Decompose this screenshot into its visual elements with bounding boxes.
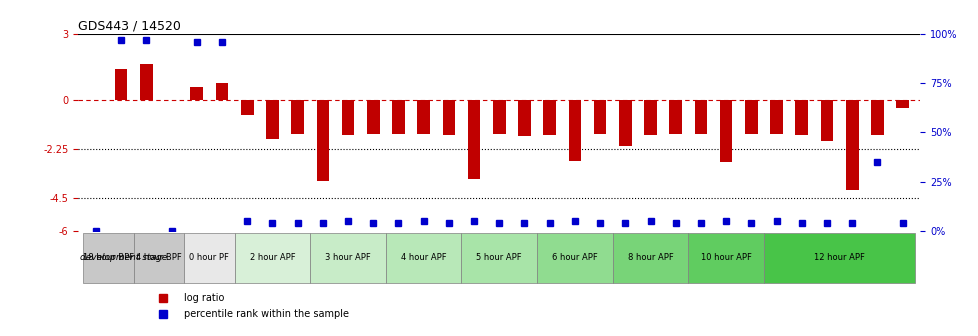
Text: 2 hour APF: 2 hour APF bbox=[249, 253, 295, 262]
Bar bbox=[266, 99, 279, 139]
Text: 5 hour APF: 5 hour APF bbox=[476, 253, 521, 262]
Bar bbox=[392, 99, 404, 134]
FancyBboxPatch shape bbox=[235, 233, 310, 283]
Bar bbox=[191, 87, 202, 99]
Bar bbox=[241, 99, 253, 115]
FancyBboxPatch shape bbox=[461, 233, 537, 283]
Bar bbox=[417, 99, 429, 134]
FancyBboxPatch shape bbox=[612, 233, 688, 283]
Bar bbox=[341, 99, 354, 135]
Bar bbox=[291, 99, 303, 134]
Bar bbox=[442, 99, 455, 135]
Bar bbox=[694, 99, 706, 134]
Text: 12 hour APF: 12 hour APF bbox=[814, 253, 865, 262]
Text: 0 hour PF: 0 hour PF bbox=[190, 253, 229, 262]
Bar bbox=[543, 99, 556, 135]
Bar bbox=[896, 99, 908, 108]
Bar bbox=[618, 99, 631, 145]
Bar bbox=[845, 99, 858, 190]
Bar bbox=[140, 65, 153, 99]
Text: 6 hour APF: 6 hour APF bbox=[552, 253, 598, 262]
Bar bbox=[114, 69, 127, 99]
Text: log ratio: log ratio bbox=[183, 293, 224, 303]
Bar bbox=[669, 99, 682, 134]
Text: 4 hour APF: 4 hour APF bbox=[400, 253, 446, 262]
Bar bbox=[517, 99, 530, 136]
FancyBboxPatch shape bbox=[310, 233, 385, 283]
FancyBboxPatch shape bbox=[688, 233, 763, 283]
Bar bbox=[795, 99, 807, 135]
Text: GDS443 / 14520: GDS443 / 14520 bbox=[78, 19, 181, 33]
Bar bbox=[568, 99, 581, 161]
Bar bbox=[870, 99, 883, 135]
Bar bbox=[367, 99, 379, 134]
FancyBboxPatch shape bbox=[134, 233, 184, 283]
FancyBboxPatch shape bbox=[763, 233, 914, 283]
Text: 18 hour BPF: 18 hour BPF bbox=[83, 253, 134, 262]
FancyBboxPatch shape bbox=[385, 233, 461, 283]
Text: 10 hour APF: 10 hour APF bbox=[700, 253, 751, 262]
Bar bbox=[594, 99, 605, 134]
Bar bbox=[820, 99, 832, 141]
Text: percentile rank within the sample: percentile rank within the sample bbox=[183, 309, 348, 319]
Text: 3 hour APF: 3 hour APF bbox=[325, 253, 371, 262]
FancyBboxPatch shape bbox=[537, 233, 612, 283]
Text: 4 hour BPF: 4 hour BPF bbox=[136, 253, 182, 262]
Bar bbox=[644, 99, 656, 135]
Bar bbox=[467, 99, 480, 179]
Bar bbox=[744, 99, 757, 134]
Bar bbox=[770, 99, 782, 134]
FancyBboxPatch shape bbox=[184, 233, 235, 283]
Text: 8 hour APF: 8 hour APF bbox=[627, 253, 673, 262]
Bar bbox=[316, 99, 329, 181]
Text: development stage: development stage bbox=[79, 253, 166, 262]
Bar bbox=[719, 99, 732, 162]
Bar bbox=[215, 83, 228, 99]
FancyBboxPatch shape bbox=[83, 233, 134, 283]
Bar bbox=[493, 99, 505, 134]
